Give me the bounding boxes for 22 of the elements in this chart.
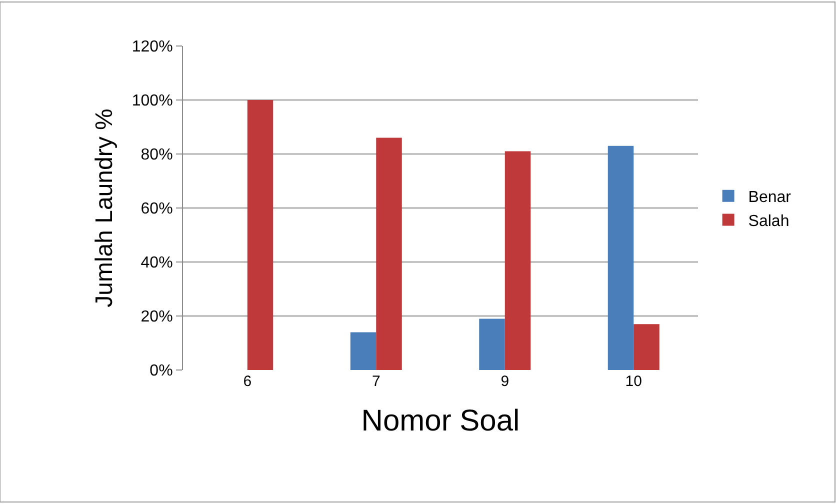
bar	[608, 146, 634, 370]
y-axis-title: Jumlah Laundry %	[90, 108, 118, 308]
y-tick-label: 80%	[140, 146, 173, 164]
x-tick-label: 6	[243, 373, 252, 390]
y-tick-label: 120%	[132, 38, 173, 56]
y-tick-label: 0%	[150, 362, 173, 380]
bar	[247, 100, 274, 370]
x-axis-title: Nomor Soal	[361, 404, 520, 438]
bar	[376, 138, 402, 370]
y-tick-label: 100%	[132, 92, 173, 110]
x-tick-label: 7	[372, 373, 380, 390]
y-tick-label: 60%	[140, 200, 173, 218]
bar	[350, 332, 376, 370]
bar	[479, 318, 505, 370]
legend-label: Salah	[748, 212, 790, 230]
y-tick-label: 40%	[140, 254, 173, 272]
y-tick-label: 20%	[140, 308, 173, 326]
legend-label: Benar	[748, 189, 792, 206]
bar	[504, 151, 531, 370]
x-tick-label: 10	[625, 373, 642, 390]
bar	[634, 324, 660, 370]
x-tick-label: 9	[500, 373, 510, 390]
